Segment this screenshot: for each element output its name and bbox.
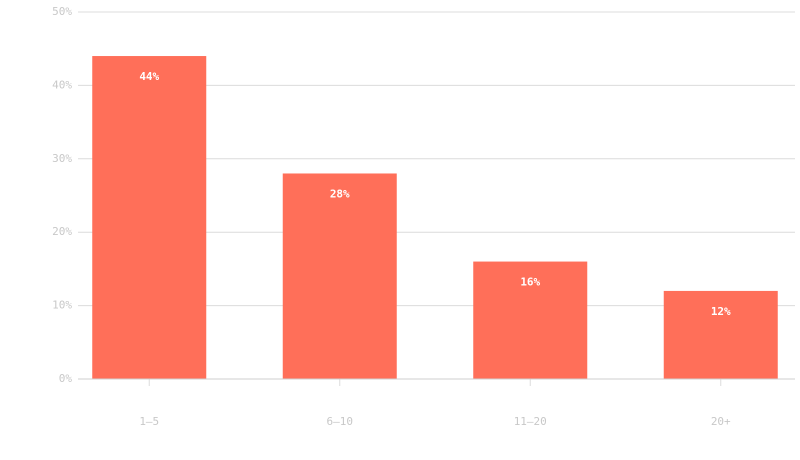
bar	[663, 290, 778, 379]
x-tick-label: 20+	[711, 415, 731, 428]
value-label: 28%	[330, 187, 350, 200]
x-tick-label: 11–20	[514, 415, 547, 428]
y-tick-label: 40%	[52, 78, 72, 91]
y-tick-label: 0%	[59, 372, 73, 385]
bar	[282, 173, 397, 379]
y-tick-label: 20%	[52, 225, 72, 238]
bar	[473, 261, 588, 379]
y-tick-label: 50%	[52, 5, 72, 18]
x-tick-label: 6–10	[327, 415, 354, 428]
value-label: 16%	[520, 276, 540, 289]
x-tick-label: 1–5	[139, 415, 159, 428]
value-label: 12%	[711, 305, 731, 318]
y-tick-label: 10%	[52, 299, 72, 312]
bar	[92, 56, 207, 379]
y-tick-label: 30%	[52, 152, 72, 165]
value-label: 44%	[139, 70, 159, 83]
